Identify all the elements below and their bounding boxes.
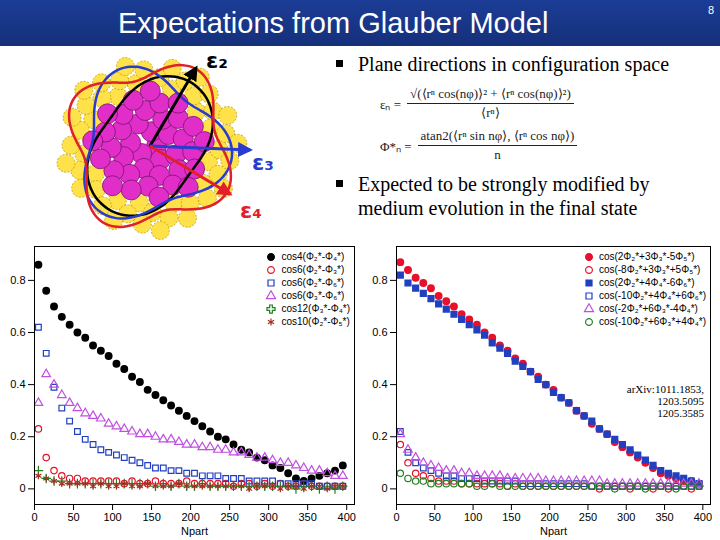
html-text:√(⟨rⁿ cos(nφ)⟩² + ⟨rⁿ cos(nφ)⟩: √(⟨rⁿ cos(nφ)⟩² + ⟨rⁿ cos(nφ)⟩²)	[410, 86, 571, 101]
html-text:atan2(⟨rⁿ sin nφ⟩, ⟨rⁿ cos nφ⟩: atan2(⟨rⁿ sin nφ⟩, ⟨rⁿ cos nφ⟩)	[420, 128, 575, 143]
svg-text:200: 200	[181, 511, 199, 523]
svg-text:400: 400	[338, 511, 356, 523]
svg-text:300: 300	[259, 511, 277, 523]
html-text:cos6(Φ₂*-Φ₆*): cos6(Φ₂*-Φ₆*)	[281, 277, 345, 288]
html-text:⟨rⁿ⟩: ⟨rⁿ⟩	[481, 105, 500, 120]
svg-text:250: 250	[220, 511, 238, 523]
html-text:cos6(Φ₂*-Φ₃*): cos6(Φ₂*-Φ₃*)	[281, 264, 345, 275]
svg-text:ε₄: ε₄	[240, 198, 262, 223]
html-text:Expectations from Glauber Mode: Expectations from Glauber Model	[118, 7, 549, 39]
svg-text:ε₃: ε₃	[252, 150, 274, 175]
svg-text:300: 300	[617, 511, 635, 523]
svg-text:150: 150	[142, 511, 160, 523]
svg-text:350: 350	[298, 511, 316, 523]
svg-text:0.4: 0.4	[10, 378, 25, 390]
html-text:cos4(Φ₂*-Φ₄*): cos4(Φ₂*-Φ₄*)	[281, 251, 345, 262]
svg-text:0.8: 0.8	[372, 274, 387, 286]
html-text:cos(-2Φ₂*+6Φ₃*-4Φ₄*): cos(-2Φ₂*+6Φ₃*-4Φ₄*)	[598, 303, 698, 314]
svg-text:100: 100	[103, 511, 121, 523]
svg-text:0: 0	[381, 482, 387, 494]
html-text:n: n	[494, 147, 501, 162]
svg-text:0.4: 0.4	[372, 378, 387, 390]
html-text:cos(-10Φ₂*+6Φ₃*+4Φ₄*): cos(-10Φ₂*+6Φ₃*+4Φ₄*)	[598, 316, 706, 327]
svg-text:0: 0	[393, 511, 399, 523]
html-text:cos6(Φ₃*-Φ₆*): cos6(Φ₃*-Φ₆*)	[281, 290, 345, 301]
svg-text:0.6: 0.6	[10, 326, 25, 338]
svg-text:0.8: 0.8	[10, 274, 25, 286]
svg-text:Npart: Npart	[540, 525, 567, 537]
svg-text:200: 200	[540, 511, 558, 523]
svg-text:0: 0	[19, 482, 25, 494]
svg-text:350: 350	[655, 511, 673, 523]
html-text:εₙ =: εₙ =	[380, 96, 401, 112]
svg-text:0.2: 0.2	[372, 430, 387, 442]
html-text:8: 8	[707, 4, 714, 16]
svg-text:ε₂: ε₂	[206, 48, 228, 73]
html-text:cos(2Φ₂*+3Φ₃*-5Φ₅*): cos(2Φ₂*+3Φ₃*-5Φ₅*)	[598, 251, 695, 262]
svg-text:400: 400	[694, 511, 712, 523]
svg-text:100: 100	[464, 511, 482, 523]
svg-text:250: 250	[579, 511, 597, 523]
html-text:Plane directions in configurat: Plane directions in configuration space	[358, 53, 669, 75]
html-text:cos(-10Φ₂*+4Φ₄*+6Φ₆*): cos(-10Φ₂*+4Φ₄*+6Φ₆*)	[598, 290, 706, 301]
html-text:1205.3585: 1205.3585	[657, 406, 704, 419]
svg-text:50: 50	[429, 511, 441, 523]
html-text:cos(-8Φ₂*+3Φ₃*+5Φ₅*): cos(-8Φ₂*+3Φ₃*+5Φ₅*)	[598, 264, 701, 275]
svg-text:0.6: 0.6	[372, 326, 387, 338]
html-text:1203.5095: 1203.5095	[657, 394, 704, 407]
svg-text:0: 0	[31, 511, 37, 523]
html-text:arXiv:1011.1853,: arXiv:1011.1853,	[626, 382, 704, 395]
svg-text:150: 150	[502, 511, 520, 523]
svg-text:Npart: Npart	[181, 525, 208, 537]
html-text:cos12(Φ₃*-Φ₄*): cos12(Φ₃*-Φ₄*)	[281, 303, 350, 314]
svg-text:0.2: 0.2	[10, 430, 25, 442]
html-text:Expected to be strongly modifi: Expected to be strongly modified by medi…	[358, 173, 650, 219]
svg-text:50: 50	[67, 511, 79, 523]
html-text:Φ*ₙ =: Φ*ₙ =	[380, 138, 412, 154]
html-text:cos10(Φ₂*-Φ₅*): cos10(Φ₂*-Φ₅*)	[281, 316, 350, 327]
html-text:cos(2Φ₂*+4Φ₄*-6Φ₆*): cos(2Φ₂*+4Φ₄*-6Φ₆*)	[598, 277, 695, 288]
